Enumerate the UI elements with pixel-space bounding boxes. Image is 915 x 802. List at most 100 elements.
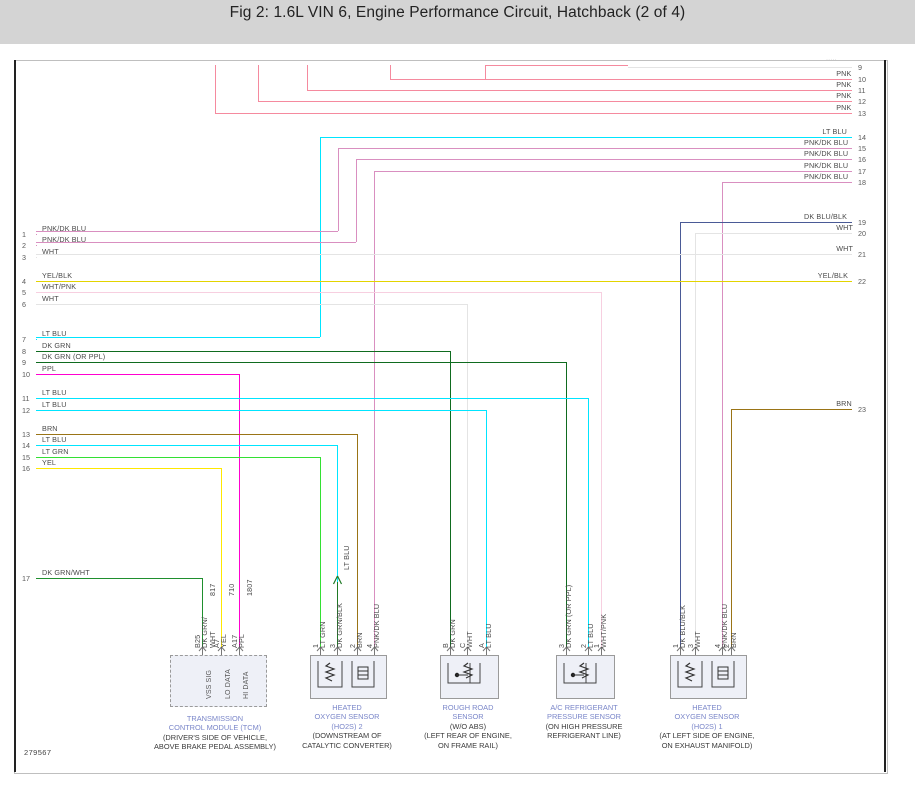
wht-20-v	[695, 233, 696, 649]
connector-pin-arrow-icon	[482, 646, 491, 655]
brn-23-v	[731, 409, 732, 649]
left-wire-label-6: WHT	[42, 294, 59, 303]
right-wire-label-19: DK BLU/BLK	[804, 212, 848, 221]
component-caption-ho2s1: (HO2S) 1	[691, 721, 723, 731]
right-wire-label-23: BRN	[836, 399, 852, 408]
whtpnk-5-v	[601, 292, 602, 649]
dkblublk-19-v	[680, 222, 681, 649]
connector-pin-arrow-icon	[446, 646, 455, 655]
pin-function-tcm-B25: VSS SIG	[206, 669, 213, 699]
wire-name-rough-road-C: WHT	[465, 631, 474, 648]
wht-6-v	[467, 304, 468, 649]
pin-function-tcm-A17: HI DATA	[243, 671, 250, 699]
ltblu-14-h	[320, 137, 852, 138]
left-pin-number-13: 13	[22, 430, 30, 439]
component-caption-ho2s2: HEATED	[332, 703, 362, 712]
left-edge-bar	[14, 60, 16, 772]
connector-pin-arrow-icon	[463, 646, 472, 655]
right-pin-number-20: 20	[858, 229, 866, 238]
component-caption-rough-road: SENSOR	[452, 712, 484, 722]
left-wire-label-7: LT BLU	[42, 329, 67, 338]
left-wire-label-10: PPL	[42, 364, 57, 373]
left-pin-number-14: 14	[22, 441, 30, 450]
pdb-18-v	[722, 182, 723, 649]
connector-pin-arrow-icon	[235, 646, 244, 655]
left-pin-number-7: 7	[22, 335, 26, 344]
right-wire-label-21: WHT	[836, 244, 854, 253]
left-wire-label-4: YEL/BLK	[42, 271, 73, 280]
wire-name-rough-road-A: LT BLU	[484, 623, 493, 648]
wire-name-ho2s2-4: PNK/DK BLU	[372, 603, 381, 648]
dkgrnwht-17-h	[36, 578, 202, 579]
right-pin-number-10: 10	[858, 75, 866, 84]
wht-top-9	[628, 67, 852, 68]
connector-pin-arrow-icon	[353, 646, 362, 655]
right-wire-label-18: PNK/DK BLU	[804, 172, 849, 181]
right-wire-label-9-dots: ·····	[826, 57, 837, 63]
component-caption-rough-road: ROUGH ROAD	[442, 703, 494, 712]
right-pin-number-23: 23	[858, 405, 866, 414]
left-stub-2	[36, 245, 37, 246]
left-wire-label-3: WHT	[42, 247, 59, 256]
pdb-17-h	[374, 171, 852, 172]
right-wire-label-16: PNK/DK BLU	[804, 149, 849, 158]
connector-pin-arrow-icon	[562, 646, 571, 655]
connector-pin-arrow-icon	[676, 646, 685, 655]
right-wire-label-17: PNK/DK BLU	[804, 161, 849, 170]
wire-name-ho2s1-2: BRN	[729, 632, 738, 648]
signal-direction-arrow-icon	[332, 575, 343, 585]
left-pin-number-15: 15	[22, 453, 30, 462]
component-caption-ac-refrigerant-pressure: A/C REFRIGERANT	[550, 703, 618, 712]
connector-box-tcm[interactable]	[170, 655, 267, 707]
circuit-number-tcm-B25: 817	[208, 583, 217, 596]
figure-part-number: 279567	[24, 748, 52, 757]
ltblu-11-h	[36, 398, 588, 399]
left-stub-3	[36, 257, 37, 258]
pdb-16-left	[36, 242, 356, 243]
left-wire-label-12: LT BLU	[42, 400, 67, 409]
left-wire-label-11: LT BLU	[42, 388, 67, 397]
wht-6-h	[36, 304, 467, 305]
ac-pressure-internal-schematic	[563, 662, 597, 684]
component-location-ho2s1: (AT LEFT SIDE OF ENGINE,	[659, 731, 755, 741]
rough-road-internal-schematic	[447, 662, 481, 684]
right-wire-label-22: YEL/BLK	[817, 271, 849, 280]
right-pin-number-14: 14	[858, 133, 866, 142]
pdb-15-v	[338, 148, 339, 231]
connector-pin-arrow-icon	[217, 646, 226, 655]
left-pin-number-4: 4	[22, 277, 26, 286]
left-pin-number-10: 10	[22, 370, 30, 379]
pdb-15-h	[338, 148, 852, 149]
right-pin-number-17: 17	[858, 167, 866, 176]
ltblu-14-v	[320, 137, 321, 337]
pdb-15-left	[36, 231, 338, 232]
left-wire-label-1: PNK/DK BLU	[42, 224, 87, 233]
connector-pin-arrow-icon	[718, 646, 727, 655]
left-stub-1	[36, 234, 37, 235]
ltblu-14b-h	[36, 445, 337, 446]
component-location-tcm: ABOVE BRAKE PEDAL ASSEMBLY)	[154, 742, 276, 752]
dkgrn-8-h	[36, 351, 450, 352]
connector-pin-arrow-icon	[584, 646, 593, 655]
ppl-10-h	[36, 374, 239, 375]
wire-name-rough-road-B: DK GRN	[448, 619, 457, 648]
pnk-top-jog-b	[485, 65, 486, 79]
dkgrn-9-h	[36, 362, 566, 363]
left-pin-number-16: 16	[22, 464, 30, 473]
page-title: Fig 2: 1.6L VIN 6, Engine Performance Ci…	[229, 4, 686, 21]
wire-name-tcm-A7: YEL	[219, 633, 228, 648]
title-bar	[0, 0, 915, 44]
component-location-ho2s2: CATALYTIC CONVERTER)	[302, 740, 392, 750]
yel-16-h	[36, 468, 221, 469]
ltblu-12-h	[36, 410, 486, 411]
left-pin-number-8: 8	[22, 347, 26, 356]
connector-box-rough-road[interactable]	[440, 655, 499, 699]
right-pin-number-13: 13	[858, 109, 866, 118]
component-caption-ac-refrigerant-pressure: PRESSURE SENSOR	[547, 712, 621, 722]
upper-wire-name-ho2s2-3: LT BLU	[342, 545, 351, 570]
left-wire-label-16: YEL	[42, 458, 57, 467]
ppl-10-v	[239, 374, 240, 649]
pdb-18-h	[722, 182, 852, 183]
pnk-vertical-11	[307, 65, 308, 90]
wht-20-h	[695, 233, 852, 234]
